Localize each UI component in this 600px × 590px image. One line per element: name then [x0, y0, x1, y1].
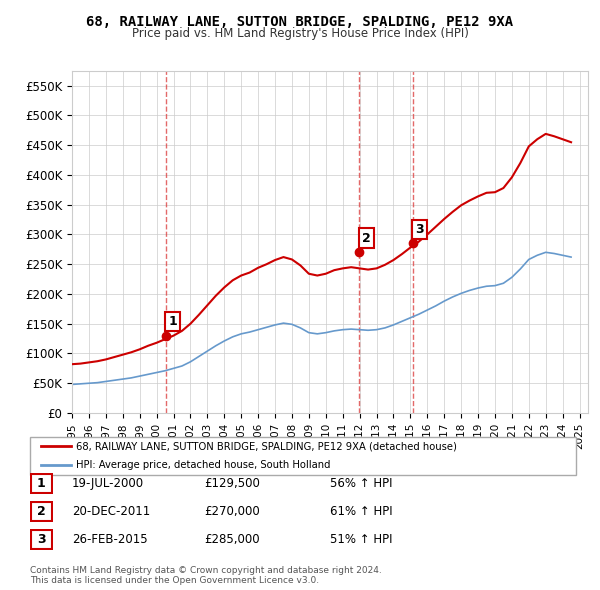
FancyBboxPatch shape — [31, 530, 52, 549]
Text: 68, RAILWAY LANE, SUTTON BRIDGE, SPALDING, PE12 9XA (detached house): 68, RAILWAY LANE, SUTTON BRIDGE, SPALDIN… — [76, 441, 457, 451]
Text: £270,000: £270,000 — [204, 505, 260, 518]
Text: 1: 1 — [37, 477, 46, 490]
Text: 19-JUL-2000: 19-JUL-2000 — [72, 477, 144, 490]
FancyBboxPatch shape — [31, 474, 52, 493]
Text: Price paid vs. HM Land Registry's House Price Index (HPI): Price paid vs. HM Land Registry's House … — [131, 27, 469, 40]
Text: 2: 2 — [37, 505, 46, 518]
Text: £285,000: £285,000 — [204, 533, 260, 546]
Text: 68, RAILWAY LANE, SUTTON BRIDGE, SPALDING, PE12 9XA: 68, RAILWAY LANE, SUTTON BRIDGE, SPALDIN… — [86, 15, 514, 29]
FancyBboxPatch shape — [31, 502, 52, 521]
Text: 2: 2 — [362, 232, 370, 245]
Text: Contains HM Land Registry data © Crown copyright and database right 2024.
This d: Contains HM Land Registry data © Crown c… — [30, 566, 382, 585]
Text: 20-DEC-2011: 20-DEC-2011 — [72, 505, 150, 518]
Text: 3: 3 — [415, 222, 424, 235]
Text: 26-FEB-2015: 26-FEB-2015 — [72, 533, 148, 546]
Text: 56% ↑ HPI: 56% ↑ HPI — [330, 477, 392, 490]
FancyBboxPatch shape — [30, 437, 576, 475]
Text: HPI: Average price, detached house, South Holland: HPI: Average price, detached house, Sout… — [76, 460, 331, 470]
Text: 51% ↑ HPI: 51% ↑ HPI — [330, 533, 392, 546]
Text: 1: 1 — [168, 315, 177, 328]
Text: 61% ↑ HPI: 61% ↑ HPI — [330, 505, 392, 518]
Text: £129,500: £129,500 — [204, 477, 260, 490]
Text: 3: 3 — [37, 533, 46, 546]
